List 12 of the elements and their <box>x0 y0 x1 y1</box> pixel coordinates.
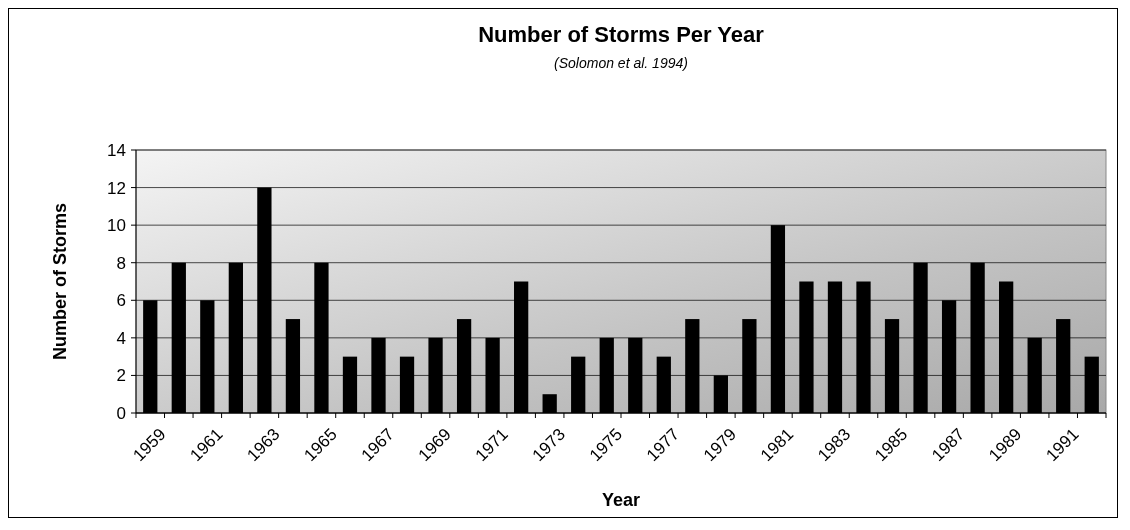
chart-title: Number of Storms Per Year <box>478 22 765 47</box>
y-tick-label: 0 <box>116 403 126 423</box>
chart-subtitle: (Solomon et al. 1994) <box>554 55 688 71</box>
y-tick-label: 12 <box>107 178 126 198</box>
y-tick-label: 8 <box>116 253 126 273</box>
x-axis-title: Year <box>601 490 641 510</box>
y-axis-title: Number of Storms <box>50 202 70 361</box>
y-tick-label: 14 <box>107 140 126 160</box>
y-tick-label: 2 <box>116 366 126 386</box>
y-tick-label: 6 <box>116 291 126 311</box>
y-tick-label: 4 <box>116 328 126 348</box>
y-tick-label: 10 <box>107 216 126 236</box>
